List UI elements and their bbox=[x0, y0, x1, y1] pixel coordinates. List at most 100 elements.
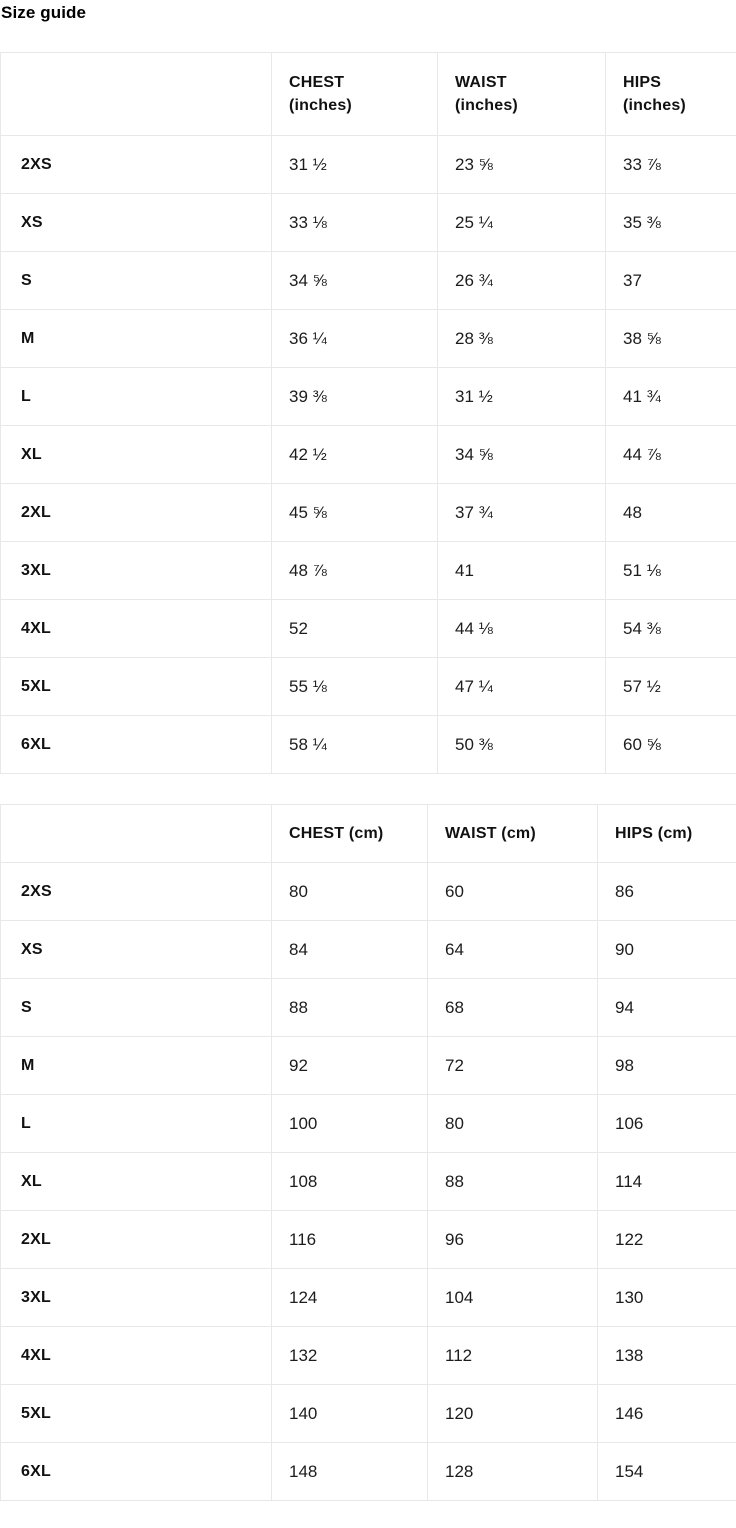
size-label: L bbox=[1, 1095, 272, 1153]
waist-value: 88 bbox=[428, 1153, 598, 1211]
size-table-inches: CHEST (inches) WAIST (inches) HIPS (inch… bbox=[0, 52, 736, 774]
chest-value: 48 ⅞ bbox=[272, 542, 438, 600]
chest-value: 132 bbox=[272, 1327, 428, 1385]
hips-value: 35 ⅜ bbox=[606, 194, 736, 252]
hips-value: 114 bbox=[598, 1153, 736, 1211]
hips-value: 86 bbox=[598, 863, 736, 921]
hips-value: 41 ¾ bbox=[606, 368, 736, 426]
waist-value: 64 bbox=[428, 921, 598, 979]
waist-value: 80 bbox=[428, 1095, 598, 1153]
hips-value: 37 bbox=[606, 252, 736, 310]
chest-value: 88 bbox=[272, 979, 428, 1037]
waist-value: 44 ⅛ bbox=[438, 600, 606, 658]
size-label: S bbox=[1, 252, 272, 310]
waist-value: 60 bbox=[428, 863, 598, 921]
hips-value: 60 ⅝ bbox=[606, 716, 736, 774]
size-label: 5XL bbox=[1, 658, 272, 716]
waist-value: 47 ¼ bbox=[438, 658, 606, 716]
chest-value: 39 ⅜ bbox=[272, 368, 438, 426]
size-label: 2XL bbox=[1, 1211, 272, 1269]
chest-value: 80 bbox=[272, 863, 428, 921]
waist-value: 72 bbox=[428, 1037, 598, 1095]
hips-value: 44 ⅞ bbox=[606, 426, 736, 484]
table-header-row: CHEST (inches) WAIST (inches) HIPS (inch… bbox=[1, 53, 736, 136]
waist-value: 28 ⅜ bbox=[438, 310, 606, 368]
size-label: 5XL bbox=[1, 1385, 272, 1443]
waist-value: 128 bbox=[428, 1443, 598, 1501]
table-gap bbox=[0, 774, 736, 804]
size-label: S bbox=[1, 979, 272, 1037]
size-label: M bbox=[1, 1037, 272, 1095]
hips-value: 90 bbox=[598, 921, 736, 979]
hips-value: 48 bbox=[606, 484, 736, 542]
waist-value: 104 bbox=[428, 1269, 598, 1327]
chest-value: 42 ½ bbox=[272, 426, 438, 484]
hips-value: 33 ⅞ bbox=[606, 136, 736, 194]
hips-value: 51 ⅛ bbox=[606, 542, 736, 600]
chest-value: 55 ⅛ bbox=[272, 658, 438, 716]
waist-value: 37 ¾ bbox=[438, 484, 606, 542]
hips-value: 94 bbox=[598, 979, 736, 1037]
waist-value: 112 bbox=[428, 1327, 598, 1385]
waist-value: 50 ⅜ bbox=[438, 716, 606, 774]
size-label: XS bbox=[1, 921, 272, 979]
hips-value: 130 bbox=[598, 1269, 736, 1327]
table-header-row: CHEST (cm) WAIST (cm) HIPS (cm) bbox=[1, 805, 736, 863]
chest-value: 36 ¼ bbox=[272, 310, 438, 368]
column-header-chest-cm: CHEST (cm) bbox=[272, 805, 428, 863]
page-title: Size guide bbox=[1, 2, 736, 23]
size-label: L bbox=[1, 368, 272, 426]
chest-value: 124 bbox=[272, 1269, 428, 1327]
chest-value: 108 bbox=[272, 1153, 428, 1211]
hips-value: 106 bbox=[598, 1095, 736, 1153]
waist-value: 23 ⅝ bbox=[438, 136, 606, 194]
hips-value: 154 bbox=[598, 1443, 736, 1501]
hips-value: 146 bbox=[598, 1385, 736, 1443]
size-label: 3XL bbox=[1, 1269, 272, 1327]
chest-value: 34 ⅝ bbox=[272, 252, 438, 310]
chest-value: 84 bbox=[272, 921, 428, 979]
column-header-chest-inches: CHEST (inches) bbox=[272, 53, 438, 136]
waist-value: 96 bbox=[428, 1211, 598, 1269]
column-header-hips-cm: HIPS (cm) bbox=[598, 805, 736, 863]
chest-value: 58 ¼ bbox=[272, 716, 438, 774]
chest-value: 140 bbox=[272, 1385, 428, 1443]
hips-value: 57 ½ bbox=[606, 658, 736, 716]
chest-value: 148 bbox=[272, 1443, 428, 1501]
waist-value: 26 ¾ bbox=[438, 252, 606, 310]
waist-value: 34 ⅝ bbox=[438, 426, 606, 484]
size-label: XL bbox=[1, 426, 272, 484]
column-header-waist-cm: WAIST (cm) bbox=[428, 805, 598, 863]
size-label: 4XL bbox=[1, 1327, 272, 1385]
hips-value: 38 ⅝ bbox=[606, 310, 736, 368]
size-label: 6XL bbox=[1, 1443, 272, 1501]
size-label: 2XS bbox=[1, 136, 272, 194]
chest-value: 33 ⅛ bbox=[272, 194, 438, 252]
size-label: 2XL bbox=[1, 484, 272, 542]
corner-cell bbox=[1, 53, 272, 136]
hips-value: 54 ⅜ bbox=[606, 600, 736, 658]
